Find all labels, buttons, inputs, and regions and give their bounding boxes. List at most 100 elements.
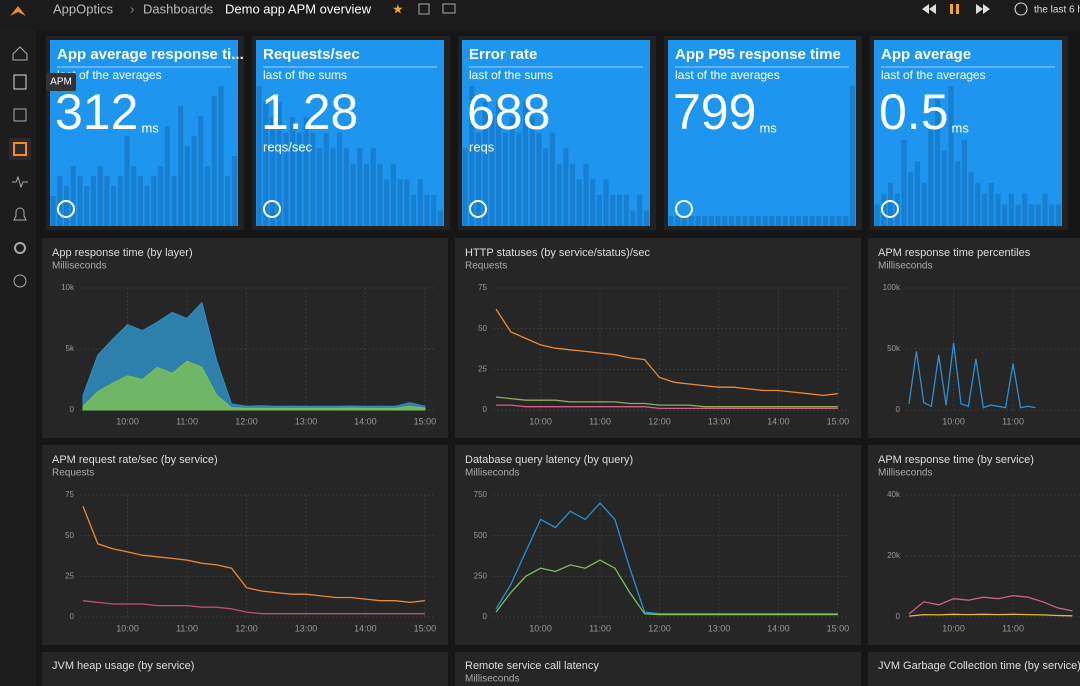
tile[interactable]: [668, 40, 856, 226]
x-tick-label: 11:00: [1002, 416, 1024, 426]
sparkline-bar: [283, 132, 289, 226]
line: [495, 502, 838, 615]
sparkline-bar: [370, 148, 376, 226]
y-tick-label: 40k: [887, 490, 901, 499]
sparkline-bar: [637, 194, 643, 226]
x-tick-label: 15:00: [414, 623, 437, 633]
alerts-icon[interactable]: [13, 207, 27, 221]
y-tick-label: 50: [65, 531, 74, 540]
sparkline-bar: [975, 182, 981, 226]
sparkline-bar: [569, 163, 576, 226]
tile-value: 1.28: [261, 84, 358, 140]
sparkline-bar: [151, 176, 157, 226]
pause-button[interactable]: [956, 4, 959, 14]
separator: ›: [204, 1, 208, 16]
panel-unit: Milliseconds: [465, 674, 519, 685]
sparkline-bar: [424, 194, 430, 226]
sparkline-bar: [404, 179, 410, 226]
panel: APM response time (by service) Millisecon…: [868, 445, 1080, 645]
y-tick-label: 500: [474, 531, 488, 540]
sparkline-bar: [843, 216, 849, 226]
pause-button[interactable]: [950, 4, 953, 14]
breadcrumb-link[interactable]: Dashboards: [143, 1, 214, 16]
breadcrumb-link[interactable]: AppOptics: [53, 1, 113, 16]
y-tick-label: 100k: [883, 283, 901, 292]
panel-title: JVM heap usage (by service): [52, 660, 194, 672]
active-item[interactable]: [9, 138, 31, 160]
grid-icon[interactable]: [13, 108, 27, 122]
forward-button[interactable]: [976, 4, 990, 14]
panel-title: App response time (by layer): [52, 247, 193, 259]
help-icon[interactable]: [13, 274, 27, 288]
sparkline-bar: [1002, 204, 1008, 226]
sparkline-bar: [630, 210, 636, 226]
tv-mode-button[interactable]: [442, 3, 456, 14]
time-range[interactable]: the last 6 h: [1034, 5, 1080, 16]
sparkline-bar: [715, 216, 721, 226]
sparkline-bar: [735, 216, 741, 226]
sparkline-bar: [256, 86, 262, 226]
line: [908, 613, 1073, 617]
panels: App response time (by layer) Milliseconds…: [42, 238, 1080, 686]
sparkline-bar: [316, 148, 323, 226]
sparkline-bar: [303, 117, 309, 226]
line: [82, 600, 425, 615]
sparkline-bar: [702, 216, 708, 226]
sparkline-bar: [231, 156, 237, 226]
sparkline-bar: [97, 166, 103, 226]
sparkline-bar: [616, 194, 623, 226]
sparkline-bar: [908, 172, 914, 226]
rewind-button[interactable]: [922, 4, 936, 14]
line: [495, 559, 838, 616]
dashboards-icon[interactable]: [13, 142, 27, 156]
tile-subtitle: last of the averages: [881, 68, 986, 82]
sparkline-bar: [90, 176, 96, 226]
y-tick-label: 750: [474, 490, 488, 499]
tile-unit: reqs: [469, 139, 495, 154]
home-icon[interactable]: [12, 46, 28, 61]
sparkline-bar: [849, 86, 855, 226]
sparkline-bar: [529, 117, 535, 226]
settings-icon[interactable]: [14, 242, 26, 254]
panel-bg: [455, 445, 861, 645]
sparkline-bar: [816, 216, 822, 226]
panel-unit: Milliseconds: [878, 468, 932, 479]
panel-bg: [868, 238, 1080, 438]
favorite-star[interactable]: ★: [392, 1, 404, 16]
tile-title: Requests/sec: [263, 46, 360, 63]
sparkline-bar: [1022, 193, 1028, 226]
panel-bg: [868, 652, 1080, 686]
x-tick-label: 10:00: [529, 416, 552, 426]
x-tick-label: 11:00: [589, 416, 611, 426]
sparkline-bar: [198, 116, 204, 226]
sparkline-bar: [482, 101, 488, 226]
sparkline-bar: [1015, 204, 1021, 226]
sparkline-bar: [516, 132, 522, 226]
sparkline-bar: [1042, 193, 1048, 226]
x-tick-label: 14:00: [767, 623, 790, 633]
sparkline-bar: [211, 96, 217, 226]
sparkline-bar: [590, 179, 596, 226]
sparkline-bar: [1035, 204, 1041, 226]
logo[interactable]: [10, 6, 26, 16]
x-tick-label: 13:00: [295, 416, 318, 426]
share-button[interactable]: [418, 3, 430, 15]
sparkline-bar: [536, 132, 542, 226]
sparkline-bar: [749, 216, 755, 226]
sparkline-bar: [57, 176, 63, 226]
sparkline-bar: [296, 132, 302, 226]
apm-icon[interactable]: [13, 74, 27, 90]
sparkline-bar: [981, 193, 988, 226]
sparkline-bar: [988, 182, 994, 226]
panel-title: APM request rate/sec (by service): [52, 454, 218, 466]
metrics-icon[interactable]: [12, 175, 28, 189]
status-icon: [57, 200, 75, 218]
panel-bg: [868, 445, 1080, 645]
x-tick-label: 11:00: [1002, 623, 1024, 633]
tile-title: App average: [881, 46, 971, 63]
sparkline-bar: [623, 194, 629, 226]
sparkline-bar: [496, 101, 502, 226]
sparkline-bar: [881, 193, 887, 226]
x-tick-label: 11:00: [589, 623, 611, 633]
